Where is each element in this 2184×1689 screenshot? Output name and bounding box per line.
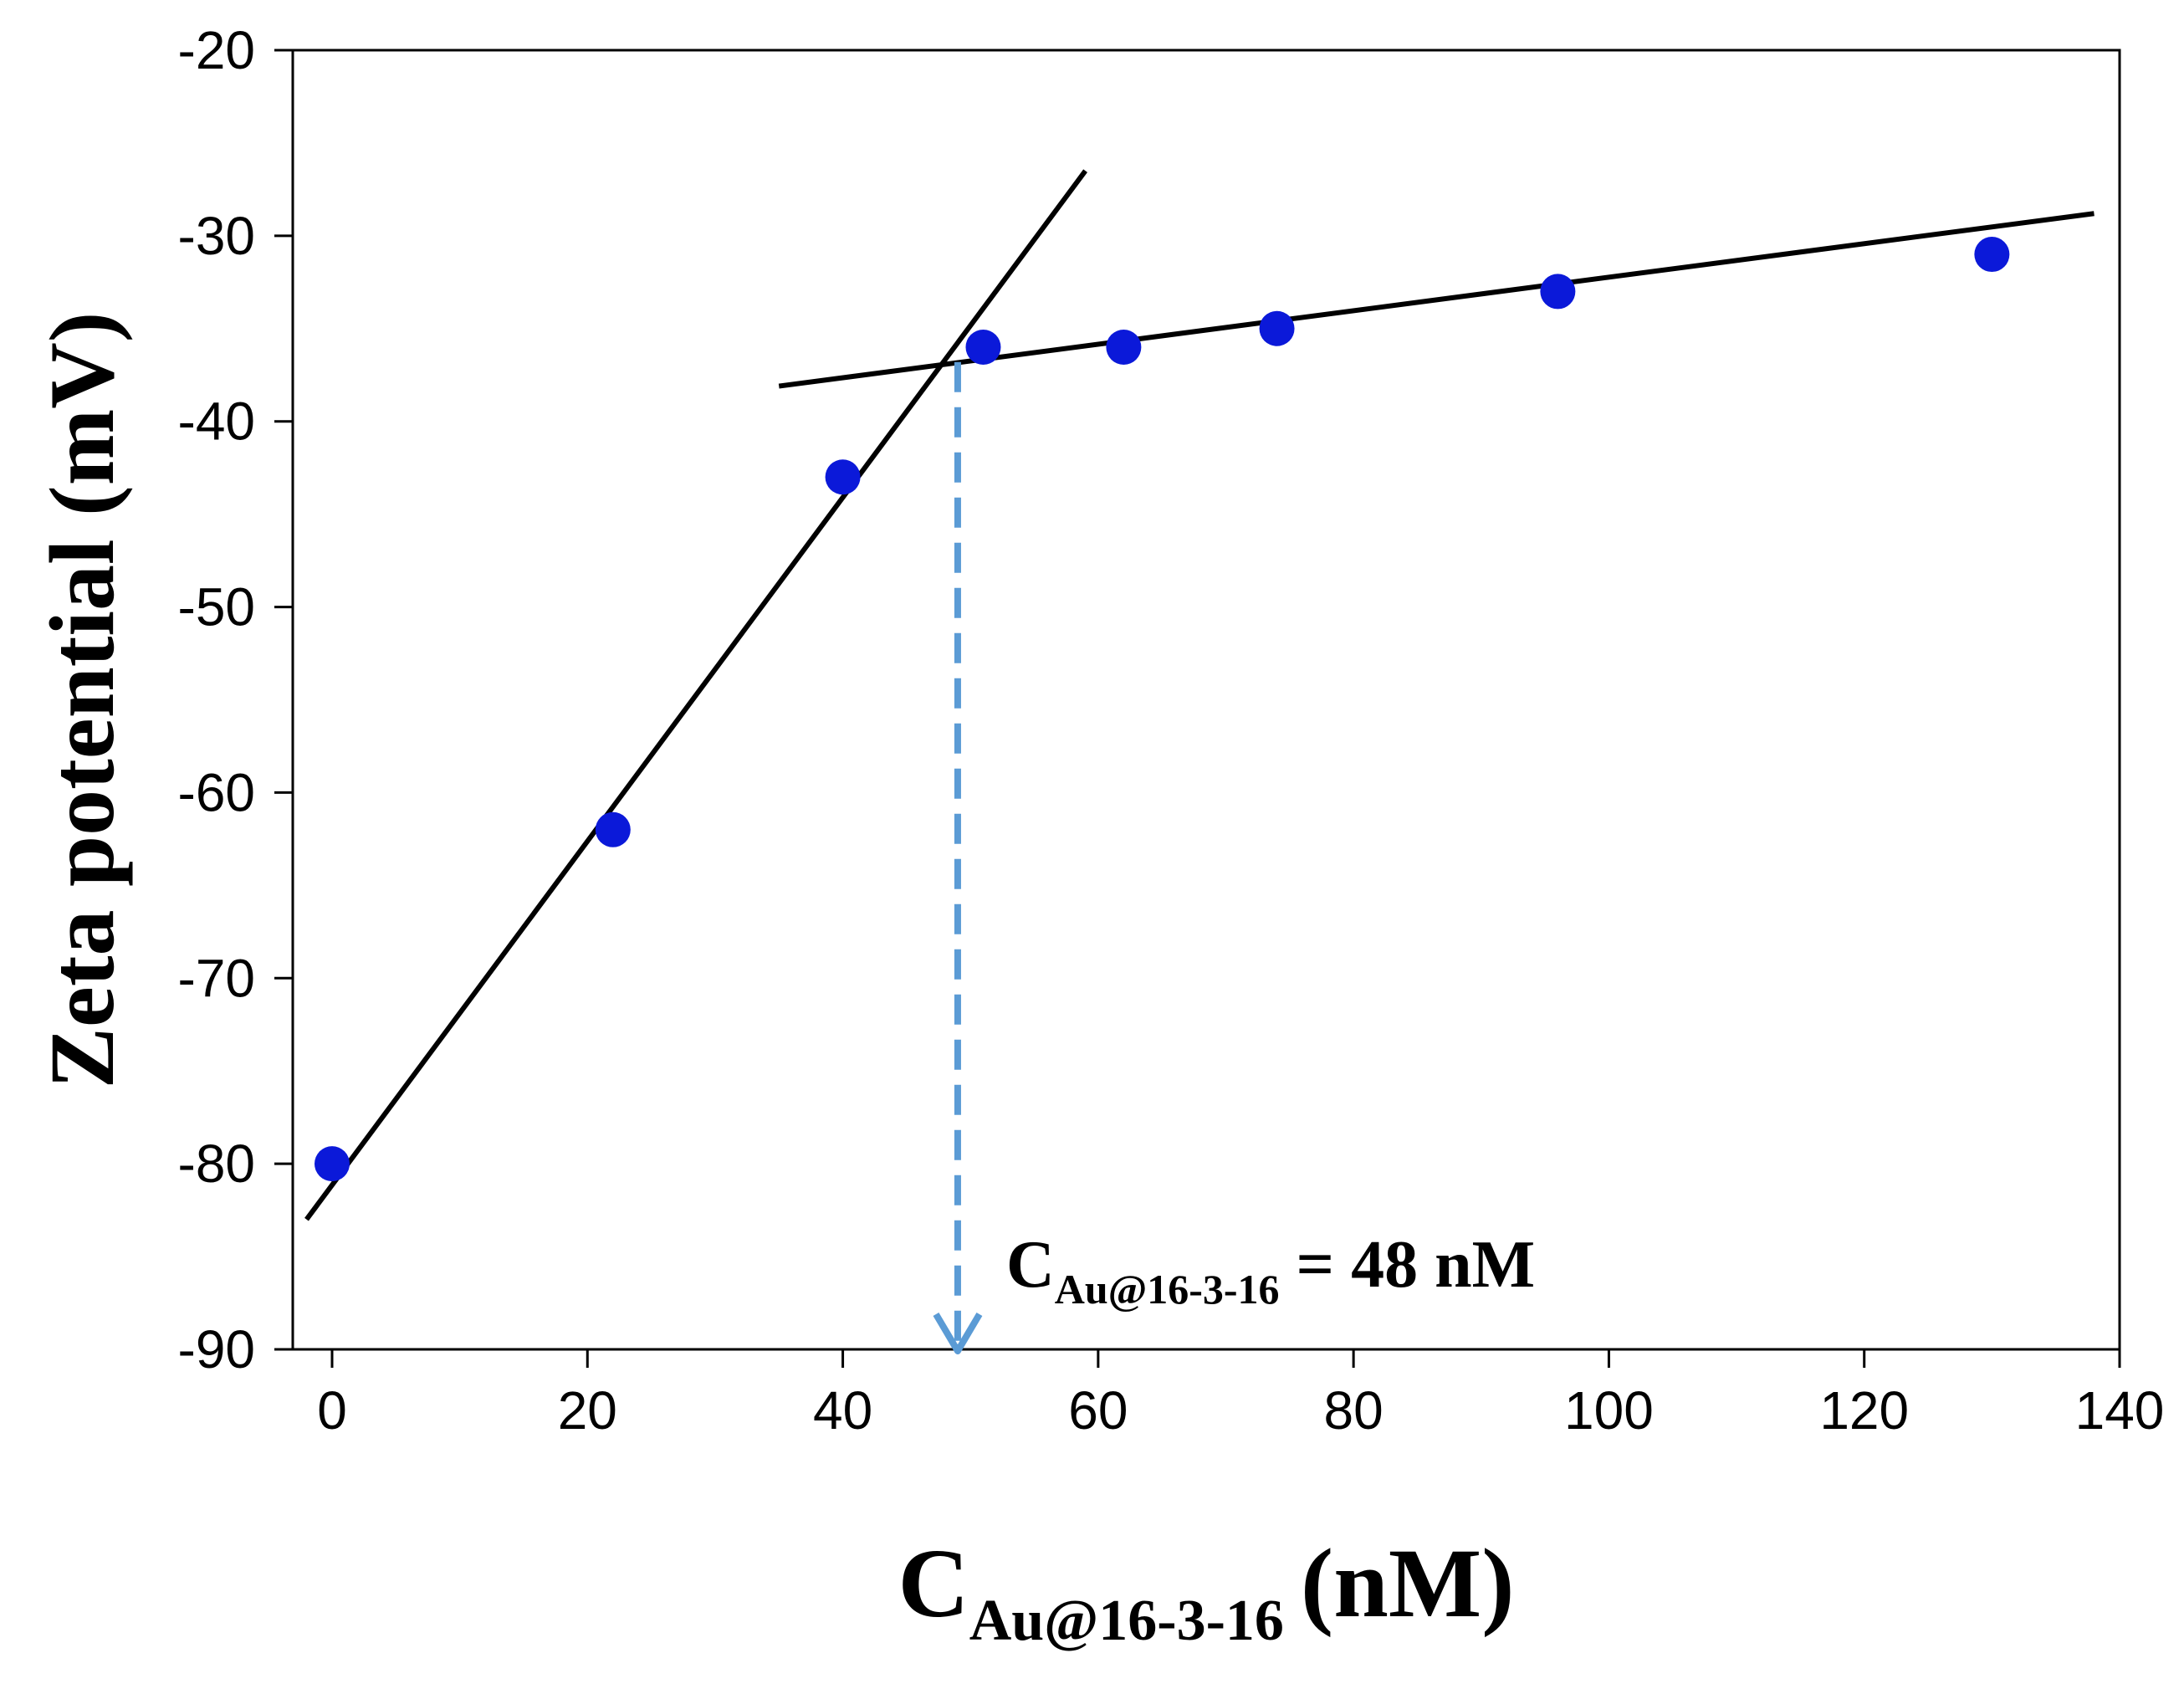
x-tick-label: 100: [1564, 1380, 1654, 1441]
plateau-fit-line: [778, 211, 2094, 389]
x-tick-label: 40: [813, 1380, 872, 1441]
data-point: [1974, 237, 2010, 273]
data-point: [1259, 310, 1295, 346]
x-axis-title-main: C: [898, 1528, 969, 1638]
x-tick-label: 60: [1068, 1380, 1128, 1441]
threshold-arrow-head: [933, 1312, 983, 1354]
y-tick-label: -40: [178, 392, 256, 452]
y-tick-label: -60: [178, 762, 256, 822]
y-tick-label: -50: [178, 577, 256, 637]
x-tick-label: 0: [317, 1380, 347, 1441]
steep-fit-line: [304, 169, 1088, 1221]
annotation-suffix: = 48 nM: [1280, 1228, 1536, 1302]
x-tick-label: 80: [1324, 1380, 1384, 1441]
data-point: [1106, 329, 1142, 365]
y-tick-label: -70: [178, 948, 256, 1008]
threshold-annotation: CAu@16-3-16 = 48 nM: [1006, 1228, 1535, 1313]
annotation-layer: [933, 361, 983, 1354]
x-tick-label: 20: [558, 1380, 617, 1441]
y-tick-label: -30: [178, 206, 256, 266]
fit-lines-layer: [304, 169, 2094, 1221]
data-point: [315, 1146, 350, 1182]
y-tick-label: -20: [178, 20, 256, 80]
data-point: [1540, 274, 1576, 310]
x-tick-label: 120: [1819, 1380, 1909, 1441]
y-tick-label: -80: [178, 1134, 256, 1194]
annotation-main: C: [1006, 1228, 1055, 1302]
annotation-subscript: Au@16-3-16: [1055, 1266, 1280, 1313]
axes-layer: 0 20 40 60 80 100 120 140 -20 -30 -40 -50 -60 -70 -80 -…: [178, 20, 2165, 1441]
x-axis-title-subscript: Au@16-3-16: [969, 1589, 1284, 1653]
x-axis-title: CAu@16-3-16 (nM): [898, 1528, 1514, 1653]
x-axis-title-unit: (nM): [1301, 1528, 1515, 1638]
data-point: [825, 459, 861, 495]
data-point: [965, 329, 1001, 365]
data-points-layer: [315, 237, 2010, 1182]
data-point: [595, 811, 631, 847]
x-tick-label: 140: [2075, 1380, 2165, 1441]
plot-frame: [291, 49, 2121, 1351]
y-axis-title: Zeta potential (mV): [31, 312, 133, 1089]
y-tick-label: -90: [178, 1319, 256, 1379]
